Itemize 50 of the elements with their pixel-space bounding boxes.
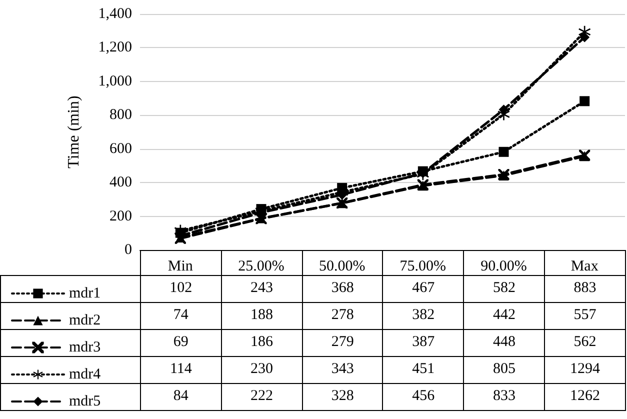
x-tick-label: 50.00% xyxy=(318,258,366,274)
data-label: 343 xyxy=(302,356,383,383)
data-label: 442 xyxy=(464,302,545,329)
data-label: 84 xyxy=(140,383,222,410)
data-label: 1262 xyxy=(544,383,626,410)
data-label: 74 xyxy=(140,302,222,329)
data-label: 456 xyxy=(382,383,464,410)
y-tick-label: 1,200 xyxy=(98,40,132,56)
data-label: 69 xyxy=(140,329,222,356)
y-tick-label: 600 xyxy=(110,140,132,157)
legend-label: mdr5 xyxy=(69,394,101,410)
legend-label: mdr3 xyxy=(69,340,101,356)
data-label: 382 xyxy=(382,302,464,329)
data-label: 562 xyxy=(544,329,626,356)
y-tick-label: 1,400 xyxy=(98,6,132,22)
data-label: 883 xyxy=(544,275,626,302)
x-tick-label: 25.00% xyxy=(238,258,284,274)
y-axis-title: Time (min) xyxy=(66,96,82,168)
data-label: 278 xyxy=(302,302,383,329)
y-tick-label: 400 xyxy=(110,174,132,191)
legend-label: mdr1 xyxy=(69,286,101,302)
data-label: 448 xyxy=(464,329,545,356)
data-label: 557 xyxy=(544,302,626,329)
x-tick-label: Max xyxy=(570,258,599,274)
data-label: 186 xyxy=(221,329,302,356)
data-label: 368 xyxy=(302,275,383,302)
data-label: 387 xyxy=(382,329,464,356)
data-label: 243 xyxy=(221,275,302,302)
data-label: 451 xyxy=(382,356,464,383)
data-label: 582 xyxy=(464,275,545,302)
data-label: 833 xyxy=(464,383,545,410)
x-tick-label: Min xyxy=(168,258,194,274)
data-label: 102 xyxy=(140,275,222,302)
y-tick-label: 200 xyxy=(110,208,132,224)
data-label: 230 xyxy=(221,356,302,383)
data-label: 1294 xyxy=(544,356,626,383)
legend-label: mdr4 xyxy=(69,366,102,382)
x-tick-label: 90.00% xyxy=(480,258,527,274)
data-label: 279 xyxy=(302,329,383,356)
data-label: 114 xyxy=(140,356,222,383)
data-label: 805 xyxy=(464,356,545,383)
x-tick-label: 75.00% xyxy=(400,258,446,274)
y-tick-label: 0 xyxy=(124,242,132,258)
data-label: 188 xyxy=(221,302,302,329)
data-label: 222 xyxy=(221,383,302,410)
y-tick-label: 1,000 xyxy=(98,73,132,90)
y-tick-label: 800 xyxy=(110,107,132,124)
data-label: 328 xyxy=(302,383,383,410)
data-label: 467 xyxy=(382,275,464,302)
legend-label: mdr2 xyxy=(69,312,101,328)
